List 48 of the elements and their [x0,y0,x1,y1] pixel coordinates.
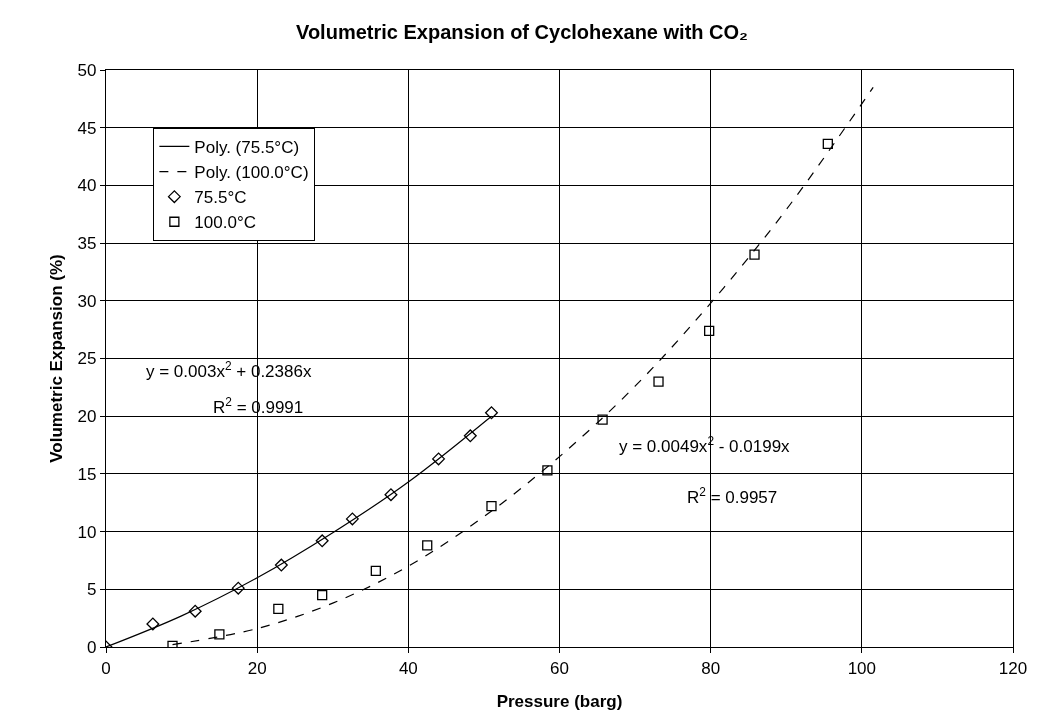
point [231,581,245,595]
y-tick-label: 15 [77,464,97,484]
y-axis-title: Volumetric Expansion (%) [47,254,67,463]
y-tick-label: 50 [77,60,97,80]
legend-label: Poly. (100.0°C) [194,163,309,183]
point [422,540,433,551]
point [597,414,608,425]
x-tick-label: 0 [101,658,111,678]
legend-label: Poly. (75.5°C) [194,138,300,158]
x-tick-label: 60 [550,658,569,678]
y-tick-label: 45 [77,118,97,138]
x-tick-label: 120 [998,658,1028,678]
x-axis-title: Pressure (barg) [496,691,623,711]
x-tick-label: 80 [701,658,721,678]
point [345,512,359,526]
y-tick-label: 40 [77,176,97,196]
annotation: R$^{2}$ = 0.9957 [687,485,778,508]
y-tick-label: 20 [77,407,97,427]
point [486,501,497,512]
point [749,249,760,260]
point [484,406,498,420]
point [822,138,833,150]
point [384,488,398,502]
point [542,465,553,476]
y-tick-label: 35 [77,234,97,254]
x-tick-label: 100 [847,658,877,678]
y-tick-label: 30 [77,291,97,311]
y-tick-label: 10 [77,522,97,542]
y-tick-label: 25 [77,349,97,369]
legend-label: 75.5°C [194,188,247,208]
point [370,565,381,576]
point [214,629,225,640]
point [146,617,160,631]
point [432,452,446,466]
y-tick-label: 0 [87,637,97,657]
point [463,429,477,443]
x-tick-label: 20 [247,658,267,678]
point [315,534,329,548]
point [273,603,284,615]
point [653,376,664,387]
point [188,604,202,618]
chart-title: Volumetric Expansion of Cyclohexane with CO₂ [296,21,748,44]
point [317,589,328,601]
x-tick-label: 40 [398,658,418,678]
y-tick-label: 5 [87,580,97,600]
point [274,558,288,572]
point [704,325,715,336]
legend-label: 100.0°C [194,213,256,233]
